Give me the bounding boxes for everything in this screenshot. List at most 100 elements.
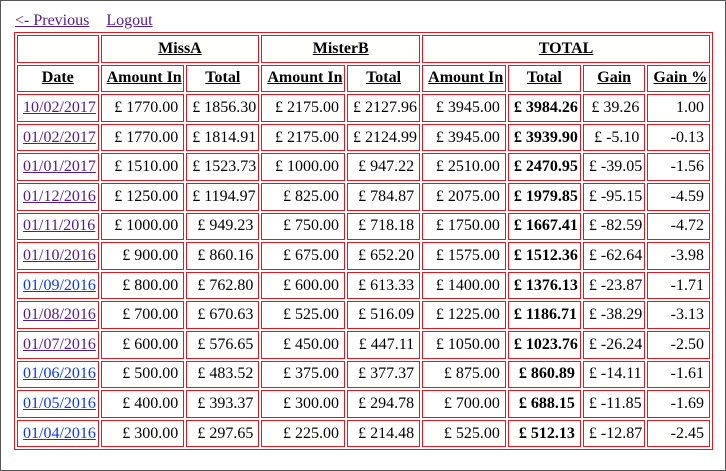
gain-cell: £ -12.87 [582,419,646,448]
misterb-amount-in-cell: £ 2175.00 [261,123,346,152]
date-cell: 01/06/2016 [17,360,99,389]
missa-total-cell: £ 1194.97 [186,182,260,211]
date-link[interactable]: 01/12/2016 [23,187,96,205]
total-total-cell: £ 2470.95 [507,153,581,181]
missa-amount-in-cell: £ 1770.00 [100,123,185,152]
total-total-cell: £ 688.15 [507,390,581,418]
date-link[interactable]: 01/08/2016 [23,306,96,324]
gain-cell: £ -11.85 [582,390,646,418]
missa-amount-in-header[interactable]: Amount In [100,64,185,93]
date-link[interactable]: 01/11/2016 [23,217,96,235]
misterb-amount-in-header[interactable]: Amount In [261,64,346,93]
total-amount-in-cell: £ 1575.00 [422,242,506,270]
date-link[interactable]: 01/02/2017 [23,128,96,146]
gain-header[interactable]: Gain [582,64,646,93]
table-row: 01/11/2016 £ 1000.00 £ 949.23 £ 750.00 £ 718… [17,212,710,241]
total-amount-in-header[interactable]: Amount In [422,64,506,93]
total-amount-in-cell: £ 3945.00 [422,94,506,122]
missa-group-header[interactable]: MissA [100,35,260,63]
date-cell: 01/07/2016 [17,330,99,359]
misterb-amount-in-cell: £ 675.00 [261,242,346,270]
logout-link[interactable]: Logout [106,12,153,29]
total-amount-in-cell: £ 1750.00 [422,212,506,241]
table-row: 01/10/2016 £ 900.00 £ 860.16 £ 675.00 £ 652.… [17,242,710,270]
date-link[interactable]: 01/05/2016 [23,394,96,412]
total-total-cell: £ 512.13 [507,419,581,448]
date-link[interactable]: 01/01/2017 [23,158,96,176]
misterb-amount-in-cell: £ 375.00 [261,360,346,389]
table-row: 01/01/2017 £ 1510.00 £ 1523.73 £ 1000.00 £ 9… [17,153,710,181]
gain-percent-cell: -1.71 [647,271,710,300]
missa-total-cell: £ 297.65 [186,419,260,448]
table-row: 01/09/2016 £ 800.00 £ 762.80 £ 600.00 £ 613.… [17,271,710,300]
misterb-amount-in-cell: £ 525.00 [261,301,346,329]
date-link[interactable]: 01/06/2016 [23,365,96,383]
date-link[interactable]: 01/07/2016 [23,335,96,353]
previous-link[interactable]: <- Previous [15,12,90,29]
missa-amount-in-cell: £ 1250.00 [100,182,185,211]
gain-cell: £ -95.15 [582,182,646,211]
missa-amount-in-cell: £ 800.00 [100,271,185,300]
misterb-amount-in-cell: £ 225.00 [261,419,346,448]
misterb-total-cell: £ 718.18 [347,212,421,241]
missa-amount-in-cell: £ 500.00 [100,360,185,389]
table-row: 01/06/2016 £ 500.00 £ 483.52 £ 375.00 £ 377.… [17,360,710,389]
missa-amount-in-cell: £ 700.00 [100,301,185,329]
missa-total-cell: £ 762.80 [186,271,260,300]
missa-amount-in-cell: £ 1000.00 [100,212,185,241]
gain-percent-cell: -3.13 [647,301,710,329]
total-amount-in-cell: £ 1400.00 [422,271,506,300]
total-amount-in-cell: £ 875.00 [422,360,506,389]
date-link[interactable]: 01/04/2016 [23,424,96,442]
misterb-group-header[interactable]: MisterB [261,35,421,63]
gain-percent-cell: -1.56 [647,153,710,181]
gain-cell: £ -23.87 [582,271,646,300]
misterb-amount-in-cell: £ 300.00 [261,390,346,418]
misterb-total-header[interactable]: Total [347,64,421,93]
total-amount-in-cell: £ 3945.00 [422,123,506,152]
total-total-cell: £ 3939.90 [507,123,581,152]
gain-percent-header[interactable]: Gain % [647,64,710,93]
total-group-header[interactable]: TOTAL [422,35,710,63]
total-total-cell: £ 1979.85 [507,182,581,211]
misterb-total-cell: £ 214.48 [347,419,421,448]
date-cell: 01/10/2016 [17,242,99,270]
gain-percent-cell: -1.69 [647,390,710,418]
date-link[interactable]: 01/09/2016 [23,276,96,294]
gain-percent-cell: -3.98 [647,242,710,270]
misterb-total-cell: £ 613.33 [347,271,421,300]
date-cell: 01/08/2016 [17,301,99,329]
gain-cell: £ -39.05 [582,153,646,181]
misterb-amount-in-cell: £ 2175.00 [261,94,346,122]
misterb-total-cell: £ 516.09 [347,301,421,329]
date-cell: 01/01/2017 [17,153,99,181]
group-header-row: MissA MisterB TOTAL [17,35,710,63]
missa-total-cell: £ 1523.73 [186,153,260,181]
gain-cell: £ -82.59 [582,212,646,241]
total-amount-in-cell: £ 700.00 [422,390,506,418]
date-link[interactable]: 01/10/2016 [23,246,96,264]
date-cell: 01/11/2016 [17,212,99,241]
missa-total-cell: £ 670.63 [186,301,260,329]
missa-amount-in-cell: £ 1510.00 [100,153,185,181]
misterb-total-cell: £ 784.87 [347,182,421,211]
missa-amount-in-cell: £ 1770.00 [100,94,185,122]
table-row: 01/05/2016 £ 400.00 £ 393.37 £ 300.00 £ 294.… [17,390,710,418]
date-cell: 01/02/2017 [17,123,99,152]
total-amount-in-cell: £ 525.00 [422,419,506,448]
gain-percent-cell: 1.00 [647,94,710,122]
misterb-amount-in-cell: £ 450.00 [261,330,346,359]
total-total-header[interactable]: Total [507,64,581,93]
date-column-header[interactable]: Date [17,64,99,93]
missa-total-cell: £ 860.16 [186,242,260,270]
investment-table: MissA MisterB TOTAL Date Amount In Total… [14,32,713,451]
missa-total-cell: £ 1814.91 [186,123,260,152]
misterb-total-cell: £ 2124.99 [347,123,421,152]
missa-amount-in-cell: £ 400.00 [100,390,185,418]
total-total-cell: £ 3984.26 [507,94,581,122]
date-link[interactable]: 10/02/2017 [23,98,96,116]
missa-total-cell: £ 483.52 [186,360,260,389]
misterb-total-cell: £ 2127.96 [347,94,421,122]
total-amount-in-cell: £ 2510.00 [422,153,506,181]
missa-total-header[interactable]: Total [186,64,260,93]
